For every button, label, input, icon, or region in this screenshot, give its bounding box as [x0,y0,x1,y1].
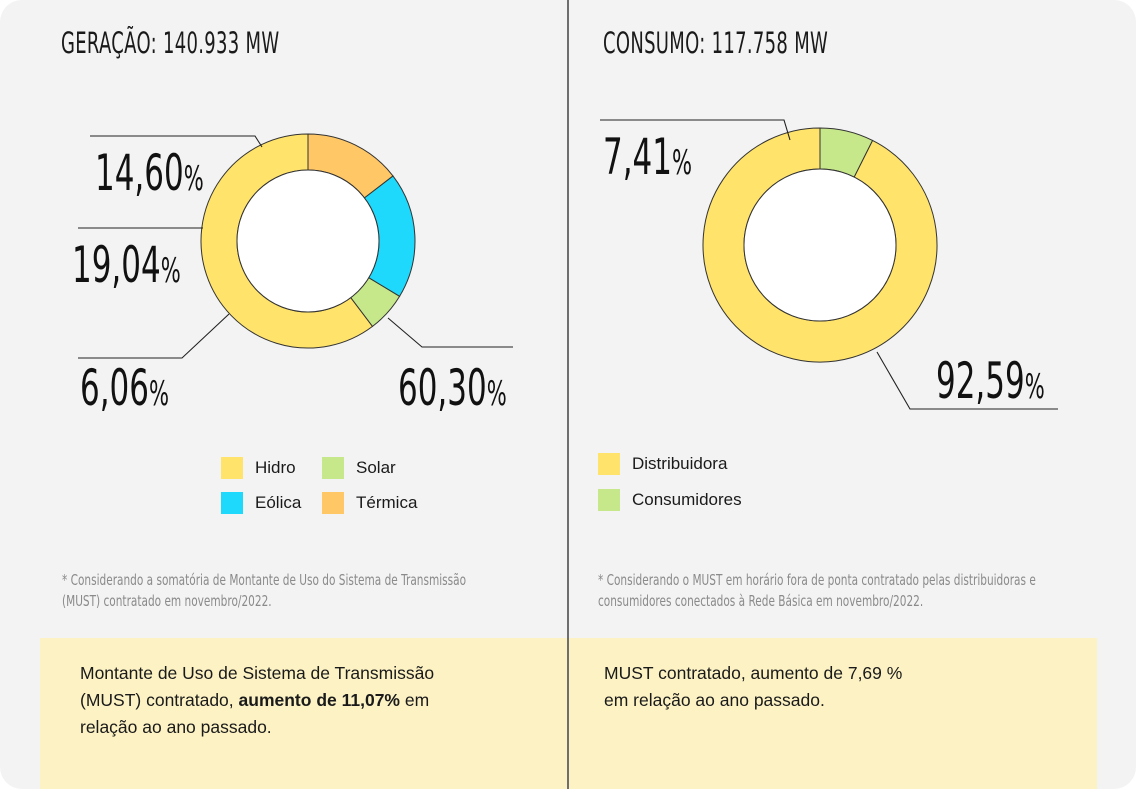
leader-line-consumidores [600,119,791,141]
data-label-value-termica: 14,60 [95,143,184,202]
data-label-unit-eolica: % [161,251,181,291]
consumption-highlight-line1: MUST contratado, aumento de 7,69 % [604,663,903,683]
legend-swatch-distribuidora [598,453,620,475]
panel-divider [567,0,569,789]
consumption-highlight-line2: em relação ao ano passado. [604,690,825,710]
leader-line-distribuidora [876,351,1058,410]
leader-line-hidro [387,317,513,348]
data-label-solar: 6,06% [80,358,169,417]
data-label-eolica: 19,04% [72,235,181,294]
legend-item-solar: Solar [322,456,396,480]
generation-footnote: * Considerando a somatória de Montante d… [62,570,497,612]
generation-title: GERAÇÃO: 140.933 MW [61,26,280,60]
generation-donut: 60,30%6,06%19,04%14,60% [72,133,513,417]
data-label-unit-termica: % [184,159,204,199]
data-label-termica: 14,60% [95,143,204,202]
data-label-value-eolica: 19,04 [72,235,161,294]
legend-swatch-consumidores [598,489,620,511]
generation-highlight-line2-tail: em [400,690,430,710]
legend-label-distribuidora: Distribuidora [632,454,728,473]
legend-item-hidro: Hidro [221,456,296,480]
generation-donut-hole [236,169,380,313]
data-label-value-consumidores: 7,41 [603,127,672,186]
consumption-footnote-line2: consumidores conectados à Rede Básica em… [598,592,924,610]
data-label-unit-consumidores: % [672,143,692,183]
legend-item-eolica: Eólica [221,491,301,515]
generation-highlight-text: Montante de Uso de Sistema de Transmissã… [80,660,520,741]
generation-highlight-line1: Montante de Uso de Sistema de Transmissã… [80,663,435,683]
consumption-highlight-box [569,638,1097,789]
consumption-footnote-line1: * Considerando o MUST em horário fora de… [598,571,1036,589]
generation-highlight-line3: relação ao ano passado. [80,717,272,737]
data-label-consumidores: 7,41% [603,127,692,186]
consumption-footnote: * Considerando o MUST em horário fora de… [598,570,1088,612]
legend-label-termica: Térmica [356,493,418,512]
legend-label-eolica: Eólica [255,493,302,512]
generation-highlight-line2-normal: (MUST) contratado, [80,690,239,710]
generation-highlight-box [40,638,567,789]
legend-swatch-solar [322,457,344,479]
generation-highlight-line2: (MUST) contratado, aumento de 11,07% em [80,687,520,714]
data-label-hidro: 60,30% [398,358,507,417]
data-label-unit-distribuidora: % [1025,367,1045,407]
legend-item-distribuidora: Distribuidora [598,452,727,476]
legend-swatch-eolica [221,492,243,514]
legend-label-consumidores: Consumidores [632,490,742,509]
legend-label-hidro: Hidro [255,458,296,477]
data-label-value-solar: 6,06 [80,358,149,417]
legend-swatch-hidro [221,457,243,479]
generation-highlight-increase: aumento de 11,07% [238,690,400,710]
legend-item-consumidores: Consumidores [598,488,742,512]
consumption-title: CONSUMO: 117.758 MW [603,26,829,60]
data-label-distribuidora: 92,59% [936,351,1045,410]
consumption-highlight-text: MUST contratado, aumento de 7,69 % em re… [604,660,964,714]
data-label-unit-solar: % [149,374,169,414]
leader-line-termica [90,135,263,148]
leader-line-solar [78,313,230,359]
consumption-donut-hole [743,168,897,322]
data-label-value-distribuidora: 92,59 [936,351,1025,410]
legend-swatch-termica [322,492,344,514]
consumption-donut: 92,59%7,41% [600,119,1058,410]
legend-label-solar: Solar [356,458,396,477]
generation-footnote-line1: * Considerando a somatória de Montante d… [62,571,467,589]
data-label-value-hidro: 60,30 [398,358,487,417]
generation-footnote-line2: (MUST) contratado em novembro/2022. [62,592,272,610]
data-label-unit-hidro: % [487,374,507,414]
legend-item-termica: Térmica [322,491,417,515]
